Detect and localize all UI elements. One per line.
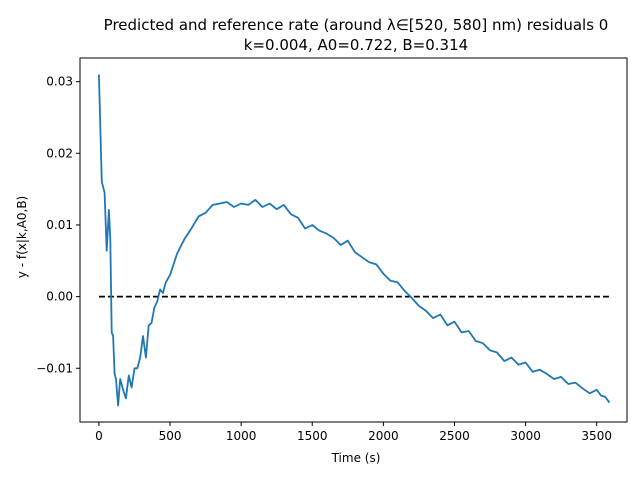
x-tick-label: 3500 [581, 429, 612, 443]
y-tick-label: 0.01 [46, 218, 73, 232]
y-tick-label: 0.00 [46, 290, 73, 304]
x-axis-label: Time (s) [331, 451, 381, 465]
x-tick-label: 1000 [226, 429, 257, 443]
y-tick-label: −0.01 [36, 361, 73, 375]
x-tick-label: 2000 [368, 429, 399, 443]
plot-area [79, 57, 628, 423]
x-tick-label: 3000 [510, 429, 541, 443]
plot-frame [79, 57, 628, 423]
residual-series-line [98, 74, 611, 407]
x-tick-label: 2500 [439, 429, 470, 443]
chart-title-line2: k=0.004, A0=0.722, B=0.314 [244, 36, 468, 54]
y-tick-label: 0.02 [46, 146, 73, 160]
y-axis-label: y - f(x|k,A0,B) [15, 196, 29, 278]
x-tick-label: 1500 [297, 429, 328, 443]
x-tick-label: 0 [95, 429, 103, 443]
y-axis-ticks: −0.01 0.00 0.01 0.02 0.03 [36, 75, 80, 375]
chart-title-line1: Predicted and reference rate (around λ∈[… [104, 16, 609, 34]
x-axis-ticks: 0 500 1000 1500 2000 2500 3000 3500 [95, 422, 612, 443]
y-tick-label: 0.03 [46, 75, 73, 89]
x-tick-label: 500 [159, 429, 182, 443]
